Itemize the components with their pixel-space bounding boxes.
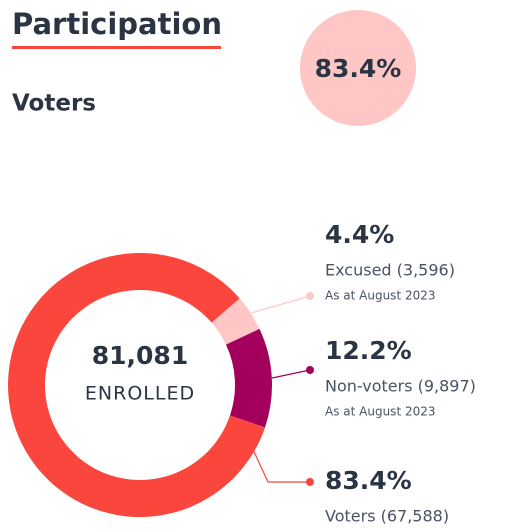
badge: 83.4% — [315, 54, 402, 83]
value-label: 4.4% — [325, 220, 394, 249]
connector-dot — [306, 478, 314, 486]
connector — [249, 442, 310, 483]
total: 81,081 — [92, 341, 188, 370]
connector-dot — [306, 366, 314, 374]
footnote: As at August 2023 — [325, 289, 436, 303]
badge-circle — [300, 10, 416, 126]
footnote: As at August 2023 — [325, 405, 436, 419]
connector-dot — [306, 292, 314, 300]
value-label: 83.4% — [325, 466, 412, 495]
connector — [250, 295, 311, 314]
title: Participation — [12, 7, 222, 41]
connector — [271, 369, 311, 379]
value-label: 12.2% — [325, 336, 412, 365]
donut-segment — [211, 298, 260, 345]
total-label: ENROLLED — [85, 383, 195, 405]
donut-segment — [225, 328, 272, 428]
category-label: Non-voters (9,897) — [325, 377, 476, 396]
subtitle: Voters — [12, 91, 96, 117]
category-label: Voters (67,588) — [325, 507, 449, 526]
category-label: Excused (3,596) — [325, 261, 455, 280]
title-underline — [12, 46, 221, 49]
